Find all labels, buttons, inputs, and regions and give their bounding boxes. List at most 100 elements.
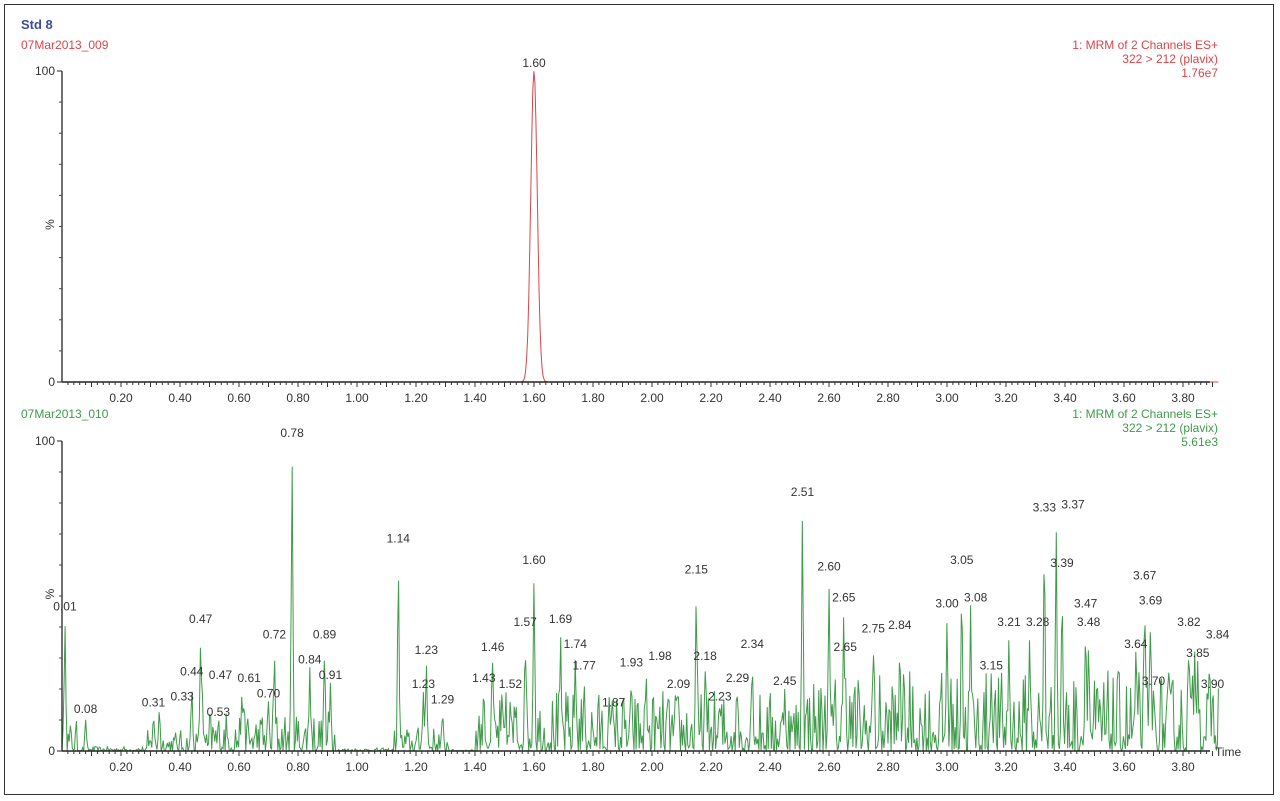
trace2-peak-label: 3.21 <box>997 615 1021 629</box>
trace1-x-tick-label: 3.00 <box>935 391 959 405</box>
trace2-peak-label: 3.00 <box>935 597 959 611</box>
trace2-peak-label: 3.33 <box>1033 500 1057 514</box>
trace2-peak-label: 1.57 <box>513 615 537 629</box>
trace2-peak-label: 2.34 <box>741 637 765 651</box>
trace2-peak-label: 0.72 <box>263 628 287 642</box>
trace2-peak-label: 2.23 <box>708 690 732 704</box>
trace2-peak-label: 1.98 <box>648 649 672 663</box>
trace2-x-tick-label: 1.40 <box>463 760 487 774</box>
trace2-peak-label: 2.15 <box>685 562 709 576</box>
trace1-x-tick-label: 1.00 <box>345 391 369 405</box>
trace2-x-tick-label: 0.80 <box>286 760 310 774</box>
trace1-x-tick-label: 3.60 <box>1112 391 1136 405</box>
trace2-info-transition: 322 > 212 (plavix) <box>1122 421 1218 435</box>
trace2-peak-label: 3.84 <box>1206 628 1230 642</box>
trace1-sample-name: 07Mar2013_009 <box>21 38 109 52</box>
trace1-info-transition: 322 > 212 (plavix) <box>1122 52 1218 66</box>
trace2-y-tick-label-100: 100 <box>35 434 55 448</box>
trace2-peak-label: 0.47 <box>189 612 213 626</box>
trace2-x-tick-label: 3.60 <box>1112 760 1136 774</box>
trace2-peak-label: 3.64 <box>1124 637 1148 651</box>
trace2-peak-label: 2.29 <box>726 671 750 685</box>
trace2-peak-label: 1.69 <box>549 612 573 626</box>
trace2-x-tick-label: 0.40 <box>168 760 192 774</box>
chart-frame <box>4 4 1274 795</box>
trace2-sample-name: 07Mar2013_010 <box>21 407 109 421</box>
trace1-x-tick-label: 1.20 <box>404 391 428 405</box>
trace1-x-tick-label: 2.40 <box>758 391 782 405</box>
trace1-x-tick-label: 2.00 <box>640 391 664 405</box>
trace1-x-tick-label: 1.60 <box>522 391 546 405</box>
trace1-y-tick-label-100: 100 <box>35 64 55 78</box>
trace2-peak-label: 1.46 <box>481 640 505 654</box>
trace2-x-tick-label: 0.60 <box>227 760 251 774</box>
trace2-peak-label: 1.52 <box>499 677 523 691</box>
trace2-peak-label: 3.39 <box>1050 556 1074 570</box>
trace2-peak-label: 0.61 <box>237 671 261 685</box>
trace2-peak-label: 1.23 <box>412 677 436 691</box>
trace2-peak-label: 0.33 <box>170 690 194 704</box>
trace2-peak-label: 3.70 <box>1142 674 1166 688</box>
trace2-peak-label: 0.44 <box>180 665 204 679</box>
trace2-peak-label: 3.08 <box>964 590 988 604</box>
trace1-info-intensity: 1.76e7 <box>1181 66 1218 80</box>
trace2-x-tick-label: 1.80 <box>581 760 605 774</box>
trace2-peak-label: 3.82 <box>1177 615 1201 629</box>
trace2-peak-label: 1.60 <box>522 553 546 567</box>
trace2-peak-label: 0.84 <box>298 652 322 666</box>
trace2-peak-label: 1.93 <box>620 655 644 669</box>
trace2-info-channel: 1: MRM of 2 Channels ES+ <box>1072 407 1218 421</box>
trace2-peak-label: 1.29 <box>431 693 455 707</box>
trace2-peak-label: 3.15 <box>980 659 1004 673</box>
trace2-x-axis-label: Time <box>1215 745 1242 759</box>
trace2-peak-label: 2.51 <box>791 485 815 499</box>
trace2-y-axis-label: % <box>43 588 57 599</box>
trace1-y-axis-label: % <box>43 219 57 230</box>
trace2-x-tick-label: 2.80 <box>876 760 900 774</box>
trace2-peak-label: 0.47 <box>209 668 233 682</box>
trace2-y-tick-label-0: 0 <box>48 744 55 758</box>
trace2-x-tick-label: 0.20 <box>109 760 133 774</box>
trace1-x-tick-label: 3.20 <box>994 391 1018 405</box>
trace2-x-tick-label: 1.00 <box>345 760 369 774</box>
trace2-x-tick-label: 2.60 <box>817 760 841 774</box>
trace1-x-tick-label: 3.80 <box>1171 391 1195 405</box>
trace2-peak-label: 3.28 <box>1026 615 1050 629</box>
trace2-peak-label: 3.67 <box>1133 569 1157 583</box>
trace1-x-tick-label: 3.40 <box>1053 391 1077 405</box>
trace2-peak-label: 1.23 <box>415 643 439 657</box>
trace2-peak-label: 0.53 <box>207 705 231 719</box>
trace2-peak-label: 0.70 <box>257 686 281 700</box>
trace2-peak-label: 2.09 <box>667 677 691 691</box>
trace1-x-tick-label: 2.80 <box>876 391 900 405</box>
trace2-peak-label: 1.14 <box>387 531 411 545</box>
trace2-x-tick-label: 1.60 <box>522 760 546 774</box>
trace2-peak-label: 2.65 <box>832 590 856 604</box>
trace2-peak-label: 3.05 <box>950 553 974 567</box>
trace2-peak-label: 1.87 <box>602 696 626 710</box>
trace2-peak-label: 2.18 <box>693 649 717 663</box>
trace2-peak-label: 0.89 <box>313 628 337 642</box>
trace1-peak-label: 1.60 <box>522 56 546 70</box>
trace1-x-tick-label: 1.80 <box>581 391 605 405</box>
trace2-info-intensity: 5.61e3 <box>1181 435 1218 449</box>
trace2-peak-label: 3.90 <box>1201 677 1225 691</box>
trace2-peak-label: 0.01 <box>53 600 77 614</box>
trace1-x-tick-label: 2.20 <box>699 391 723 405</box>
trace2-x-tick-label: 3.20 <box>994 760 1018 774</box>
trace2-peak-label: 0.31 <box>142 696 166 710</box>
trace1-line <box>62 71 1219 383</box>
trace1-x-tick-label: 0.40 <box>168 391 192 405</box>
trace2-peak-label: 0.78 <box>280 426 304 440</box>
trace2-peak-label: 2.60 <box>817 559 841 573</box>
trace2-peak-label: 3.85 <box>1186 646 1210 660</box>
trace2-info: 1: MRM of 2 Channels ES+ 322 > 212 (plav… <box>1072 407 1218 449</box>
trace2-peak-label: 3.48 <box>1077 615 1101 629</box>
trace2-peak-label: 2.75 <box>862 621 886 635</box>
trace2-peak-label: 2.45 <box>773 674 797 688</box>
trace2-peak-label: 0.91 <box>319 668 343 682</box>
trace2-peak-label: 1.74 <box>564 637 588 651</box>
trace1-info-channel: 1: MRM of 2 Channels ES+ <box>1072 38 1218 52</box>
trace1-x-tick-label: 0.80 <box>286 391 310 405</box>
